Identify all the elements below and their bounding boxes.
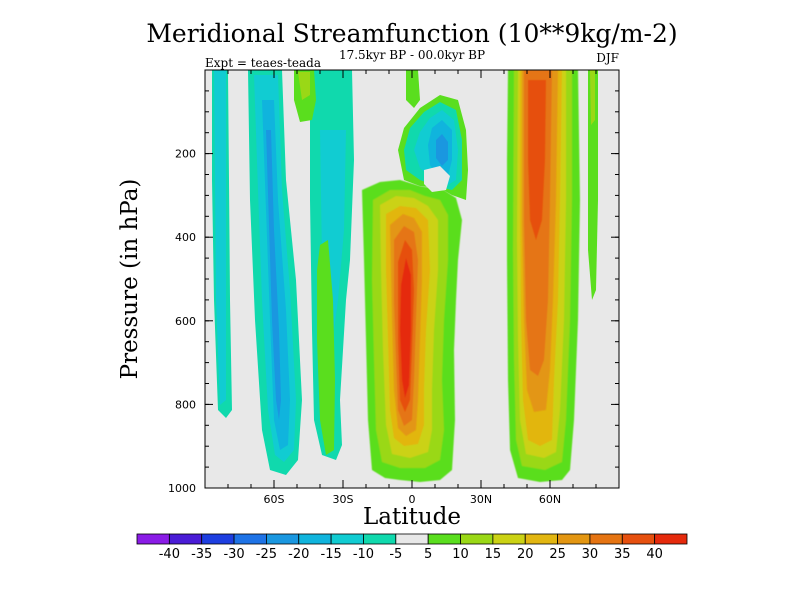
chart-title: Meridional Streamfunction (10**9kg/m-2) [146,19,677,48]
colorbar-label: -20 [288,547,309,562]
tropical-positive-cell [362,180,462,482]
contour-fill [212,70,598,482]
colorbar-label: -25 [256,547,277,562]
colorbar: -40 -35 -30 -25 -20 -15 -10 -5 5 10 15 20 25 30 35 40 [136,533,688,562]
axis-ticks: 60S 30S 0 30N 60N 200 400 600 800 1000 [168,70,619,506]
colorbar-label: -15 [321,547,342,562]
colorbar-label: 25 [549,547,566,562]
contour-band [406,70,420,108]
y-axis-label: Pressure (in hPa) [117,179,143,380]
colorbar-label: -40 [159,547,180,562]
colorbar-swatch [266,533,300,545]
contour-band [436,134,448,166]
colorbar-swatch [363,533,397,545]
nh-positive-cell [507,70,580,482]
x-tick-label: 30S [333,493,354,506]
colorbar-label: 5 [424,547,432,562]
upper-tropical-negative [398,95,468,200]
y-tick-label: 600 [175,315,196,328]
colorbar-label: 10 [452,547,469,562]
colorbar-swatch [589,533,623,545]
x-tick-label: 60N [539,493,561,506]
colorbar-label: -30 [223,547,244,562]
colorbar-swatch [298,533,332,545]
contour-band [266,130,281,420]
plot-area: 60S 30S 0 30N 60N 200 400 600 800 1000 [168,69,620,506]
y-tick-label: 200 [175,148,196,161]
contour-band [590,70,595,125]
x-tick-label: 30N [470,493,492,506]
colorbar-label: 20 [517,547,534,562]
x-axis-label: Latitude [363,504,461,530]
colorbar-label: 40 [646,547,663,562]
colorbar-swatch [460,533,494,545]
y-tick-label: 1000 [168,482,196,495]
colorbar-swatch [168,533,203,545]
colorbar-label: -35 [191,547,212,562]
colorbar-swatch [621,533,656,545]
contour-band [400,258,411,398]
colorbar-label: 15 [485,547,502,562]
colorbar-label: 30 [582,547,599,562]
sh-high-lat-cell [248,70,302,475]
contour-band [298,72,310,100]
contour-band [424,166,450,192]
contour-band [214,70,226,405]
y-tick-label: 400 [175,231,196,244]
y-tick-label: 800 [175,398,196,411]
colorbar-swatch [427,533,461,545]
colorbar-swatch [201,533,235,545]
nh-polar-positive [588,70,598,300]
colorbar-label: -5 [389,547,402,562]
sh-polar-cell [212,70,232,418]
colorbar-swatch [654,533,688,545]
sh-midlat-positive-lower [317,240,335,455]
colorbar-swatch [395,533,429,545]
colorbar-swatch [330,533,364,545]
colorbar-swatch [233,533,267,545]
contour-band [528,80,546,240]
x-tick-label: 0 [409,493,416,506]
chart-subtitle: 17.5kyr BP - 00.0kyr BP [339,48,485,62]
colorbar-swatch [557,533,591,545]
colorbar-swatch [524,533,558,545]
colorbar-label: -10 [353,547,374,562]
season-label: DJF [596,51,619,65]
colorbar-label: 35 [614,547,631,562]
colorbar-swatch [136,533,170,545]
x-tick-label: 60S [264,493,285,506]
colorbar-swatch [492,533,526,545]
experiment-label: Expt = teaes-teada [205,56,321,70]
